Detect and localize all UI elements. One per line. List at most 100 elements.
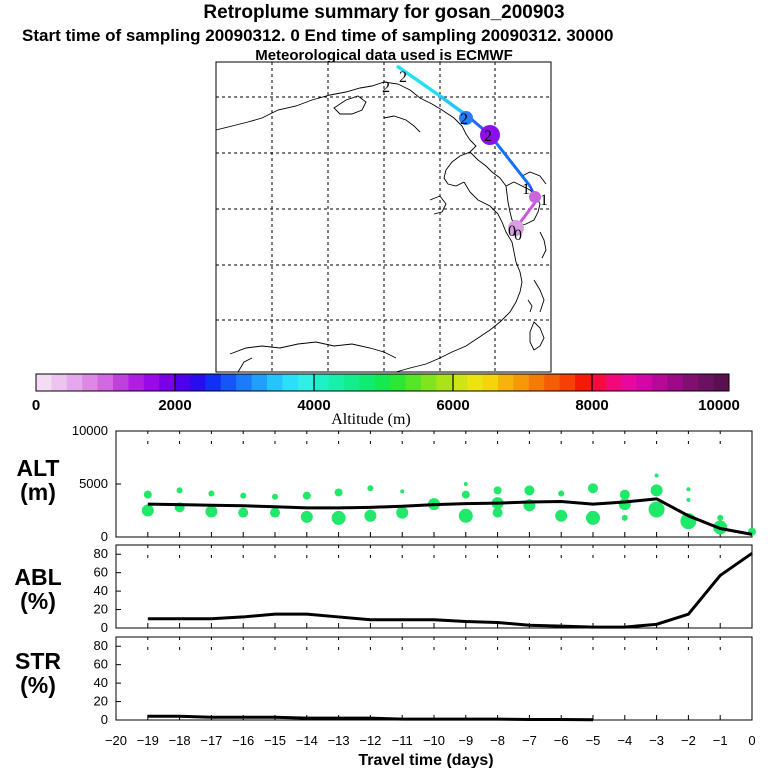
- colorbar-swatch: [667, 374, 684, 391]
- x-tick-label: −8: [490, 733, 505, 748]
- panel-1: ALT(m) 0 5000 10000: [16, 423, 756, 544]
- y-tick-label: 20: [94, 694, 108, 709]
- trajectory: 2 2 2 2 1 1 0 0: [382, 64, 548, 244]
- y-tick-label: 0: [101, 529, 108, 544]
- colorbar-tick-label: 6000: [436, 397, 469, 414]
- trajectory-label: 1: [522, 181, 530, 198]
- colorbar-swatch: [128, 374, 145, 391]
- cluster-point: [648, 501, 665, 518]
- x-tick-label: −6: [554, 733, 569, 748]
- x-tick-label: −10: [423, 733, 445, 748]
- x-tick-label: −16: [232, 733, 254, 748]
- cluster-point: [461, 490, 470, 499]
- colorbar-swatch: [482, 374, 499, 391]
- cluster-point: [240, 492, 247, 499]
- colorbar-swatch: [451, 374, 468, 391]
- colorbar-swatch: [328, 374, 345, 391]
- cluster-point: [717, 514, 724, 521]
- colorbar-tick-label: 4000: [297, 397, 330, 414]
- colorbar-tick-label: 2000: [158, 397, 191, 414]
- colorbar-swatch: [590, 374, 607, 391]
- x-tick-label: −11: [392, 733, 413, 748]
- y-tick-label: 60: [94, 657, 108, 672]
- cluster-point: [205, 505, 218, 518]
- trajectory-label: 1: [540, 192, 548, 209]
- x-tick-label: −14: [296, 733, 318, 748]
- colorbar-tick-label: 0: [32, 397, 40, 414]
- colorbar-swatch: [513, 374, 530, 391]
- colorbar-swatch: [344, 374, 360, 391]
- x-tick-label: −20: [105, 733, 127, 748]
- colorbar-swatch: [267, 374, 283, 391]
- colorbar-swatch: [297, 374, 314, 391]
- map-frame: [215, 61, 552, 373]
- cluster-point: [654, 473, 659, 478]
- colorbar-swatch: [313, 374, 330, 391]
- colorbar-swatch: [282, 374, 299, 391]
- cluster-point: [588, 483, 598, 494]
- y-tick-label: 80: [94, 546, 108, 561]
- cluster-marker: [459, 111, 473, 125]
- colorbar-swatch: [159, 374, 176, 391]
- cluster-point: [524, 485, 535, 496]
- colorbar-frame: [35, 373, 730, 392]
- colorbar-swatch: [652, 374, 668, 391]
- panel-label: ABL: [14, 564, 61, 590]
- cluster-point: [650, 484, 663, 497]
- cluster-point: [302, 491, 311, 500]
- colorbar-swatch: [82, 374, 99, 391]
- x-tick-label: −12: [359, 733, 381, 748]
- cluster-point: [334, 488, 343, 497]
- cluster-point: [619, 489, 630, 500]
- y-tick-label: 40: [94, 675, 108, 690]
- x-tick-label: −19: [137, 733, 159, 748]
- panel-label: (%): [20, 672, 56, 698]
- y-tick-label: 0: [101, 620, 108, 635]
- series-line: [147, 497, 753, 536]
- colorbar-swatch: [251, 374, 268, 391]
- cluster-point: [400, 489, 405, 494]
- cluster-point: [463, 482, 468, 486]
- cluster-point: [621, 514, 628, 521]
- y-tick-label: 5000: [79, 476, 108, 491]
- colorbar-swatch: [390, 374, 407, 391]
- colorbar-swatch: [575, 374, 591, 391]
- cluster-point: [272, 493, 278, 500]
- panel-label: (m): [20, 479, 56, 505]
- chart-title: Retroplume summary for gosan_200903: [203, 2, 565, 23]
- colorbar-swatch: [374, 374, 391, 391]
- colorbar-swatch: [97, 374, 114, 391]
- colorbar-swatch: [559, 374, 576, 391]
- cluster-marker: [529, 191, 541, 203]
- colorbar-swatch: [498, 374, 514, 391]
- colorbar-swatch: [51, 374, 68, 391]
- y-tick-label: 80: [94, 638, 108, 653]
- y-tick-label: 10000: [72, 423, 108, 438]
- cluster-marker: [480, 125, 500, 145]
- panel-label: (%): [20, 588, 56, 614]
- colorbar-swatch: [236, 374, 253, 391]
- cluster-point: [493, 486, 502, 495]
- cluster-marker: [508, 220, 524, 236]
- series-line: [147, 552, 753, 629]
- colorbar-swatch: [36, 374, 52, 391]
- cluster-point: [238, 507, 249, 518]
- colorbar: [35, 373, 730, 392]
- colorbar-swatch: [113, 374, 129, 391]
- x-tick-label: −15: [264, 733, 286, 748]
- meteo-source: Meteorological data used is ECMWF: [255, 47, 513, 64]
- colorbar-ticks: 0 2000 4000 6000 8000 10000: [32, 397, 740, 414]
- panel-frame: [115, 430, 753, 538]
- panel-label: ALT: [16, 455, 59, 481]
- map-grid: [216, 62, 551, 372]
- trajectory-label: 0: [514, 227, 522, 244]
- cluster-point: [458, 508, 473, 523]
- trajectory-label: 2: [484, 128, 492, 145]
- sampling-times: Start time of sampling 20090312. 0 End t…: [22, 26, 614, 45]
- trajectory-label: 0: [508, 223, 516, 240]
- cluster-point: [586, 510, 600, 525]
- colorbar-swatch: [605, 374, 622, 391]
- colorbar-swatch: [436, 374, 453, 391]
- colorbar-swatch: [698, 374, 715, 391]
